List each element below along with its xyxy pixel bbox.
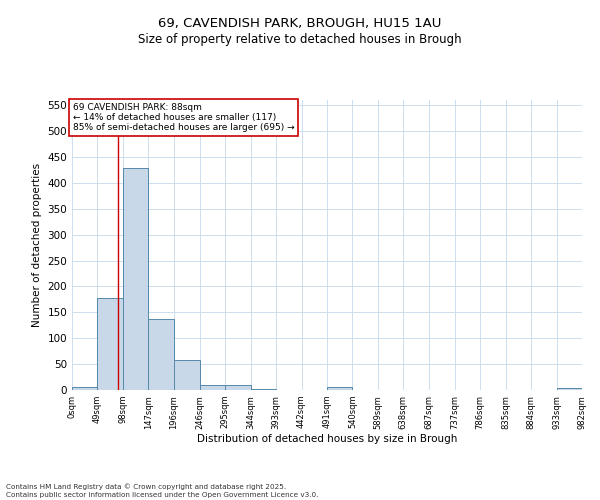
Bar: [97, 298, 123, 390]
Bar: [200, 386, 225, 390]
Bar: [174, 360, 200, 390]
Text: Size of property relative to detached houses in Brough: Size of property relative to detached ho…: [138, 32, 462, 46]
Y-axis label: Number of detached properties: Number of detached properties: [32, 163, 42, 327]
Text: Contains HM Land Registry data © Crown copyright and database right 2025.
Contai: Contains HM Land Registry data © Crown c…: [6, 484, 319, 498]
Text: 69 CAVENDISH PARK: 88sqm
← 14% of detached houses are smaller (117)
85% of semi-: 69 CAVENDISH PARK: 88sqm ← 14% of detach…: [73, 102, 294, 132]
Bar: [251, 389, 276, 390]
Bar: [148, 319, 174, 390]
Bar: [72, 388, 97, 390]
Bar: [225, 386, 251, 390]
Text: 69, CAVENDISH PARK, BROUGH, HU15 1AU: 69, CAVENDISH PARK, BROUGH, HU15 1AU: [158, 18, 442, 30]
Bar: [123, 168, 148, 390]
Bar: [557, 388, 582, 390]
Bar: [327, 388, 352, 390]
X-axis label: Distribution of detached houses by size in Brough: Distribution of detached houses by size …: [197, 434, 457, 444]
